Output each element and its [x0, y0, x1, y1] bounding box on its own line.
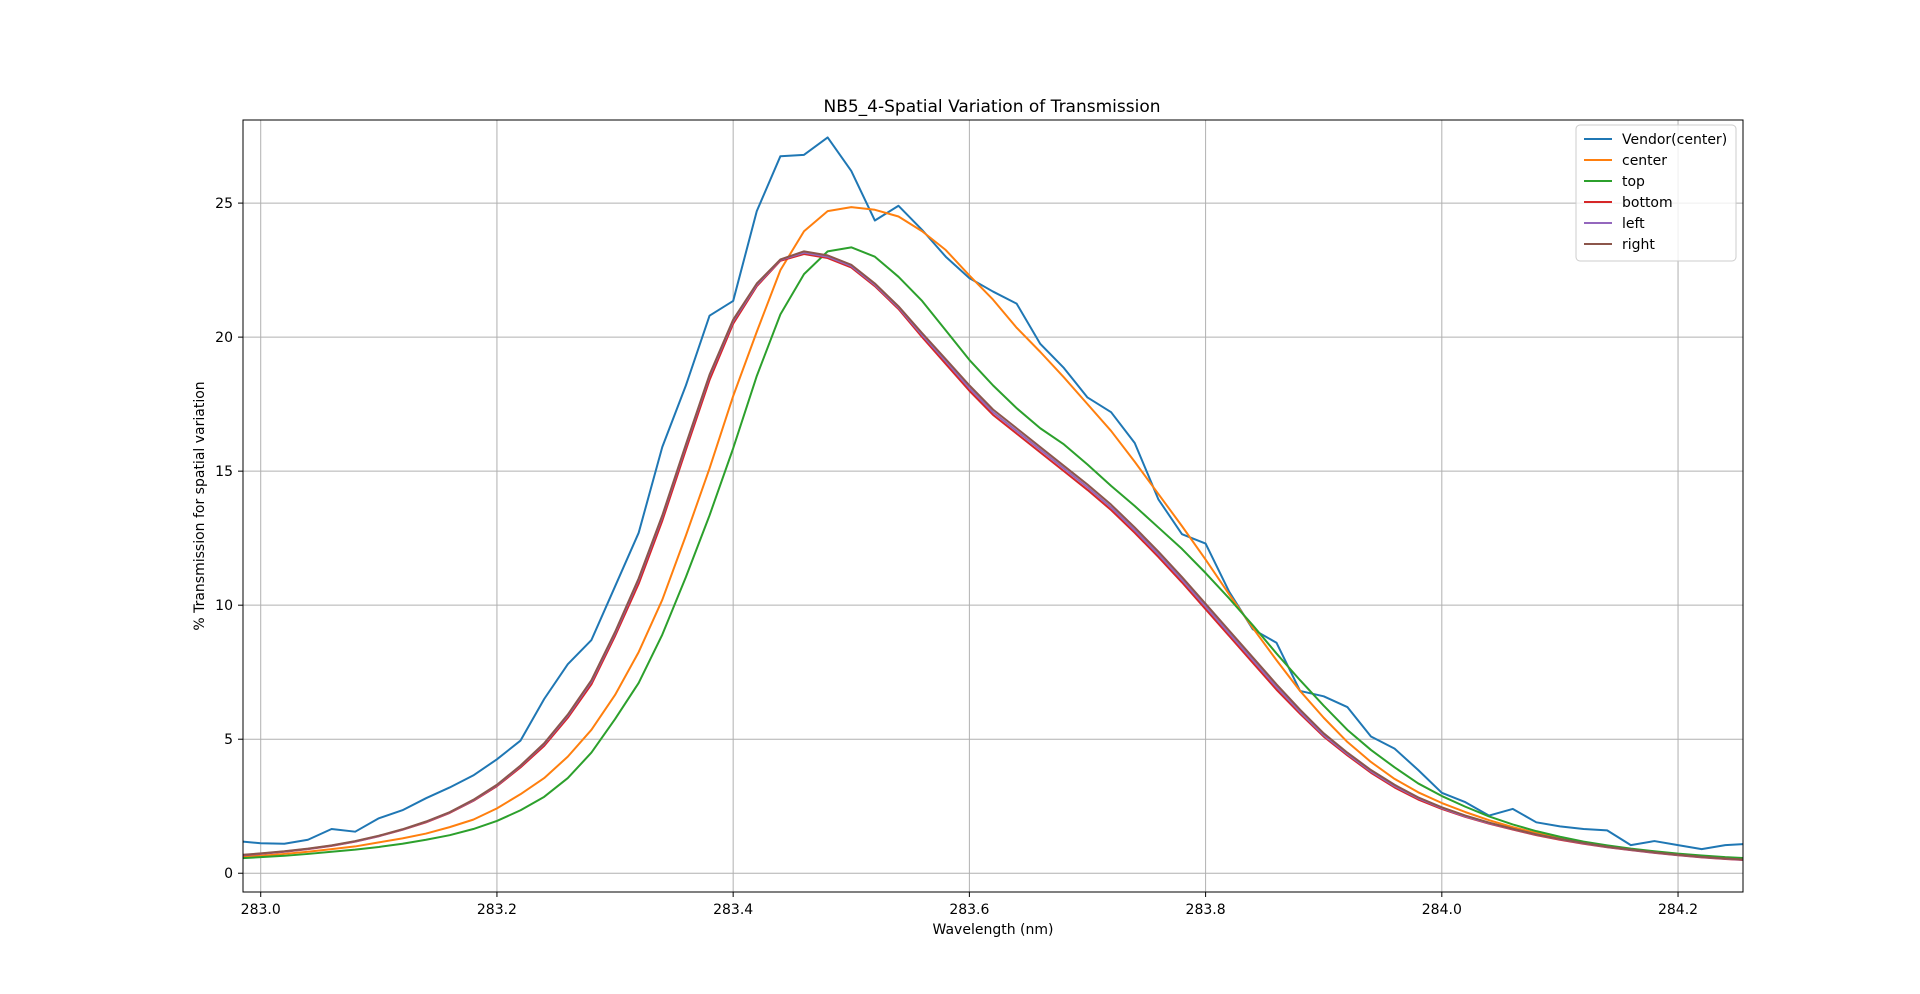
x-tick-label: 284.0 [1422, 902, 1462, 918]
y-tick-label: 5 [224, 732, 233, 748]
axis-ticks: 283.0 283.2 283.4 283.6 283.8 284.0 284.2 0 5 10 1… [215, 196, 1698, 918]
legend-entry-label: right [1622, 237, 1655, 253]
legend-entry-label: center [1622, 153, 1667, 169]
grid [243, 120, 1743, 892]
y-tick-label: 15 [215, 464, 233, 480]
x-tick-label: 284.2 [1658, 902, 1698, 918]
x-tick-label: 283.4 [713, 902, 753, 918]
legend-entry-label: top [1622, 174, 1645, 190]
legend: Vendor(center) center top bottom left right [1575, 124, 1737, 262]
x-tick-label: 283.0 [241, 902, 281, 918]
x-tick-label: 283.8 [1186, 902, 1226, 918]
y-axis-label: % Transmission for spatial variation [192, 381, 208, 630]
legend-entry-label: Vendor(center) [1622, 132, 1727, 148]
x-tick-label: 283.6 [949, 902, 989, 918]
legend-entry-label: bottom [1622, 195, 1673, 211]
plot-area-frame [242, 119, 1744, 893]
series-lines [243, 136, 1743, 862]
x-tick-label: 283.2 [477, 902, 517, 918]
legend-entry-label: left [1622, 216, 1645, 232]
y-tick-label: 0 [224, 866, 233, 882]
series-line-top [243, 246, 1743, 860]
x-axis-label: Wavelength (nm) [933, 922, 1054, 938]
chart-title: NB5_4-Spatial Variation of Transmission [823, 97, 1160, 117]
series-line-vendor-center [243, 136, 1743, 851]
series-line-right [243, 250, 1743, 861]
y-tick-label: 20 [215, 330, 233, 346]
series-line-center [243, 206, 1743, 860]
legend-box [1575, 124, 1737, 262]
y-tick-label: 25 [215, 196, 233, 212]
y-tick-label: 10 [215, 598, 233, 614]
